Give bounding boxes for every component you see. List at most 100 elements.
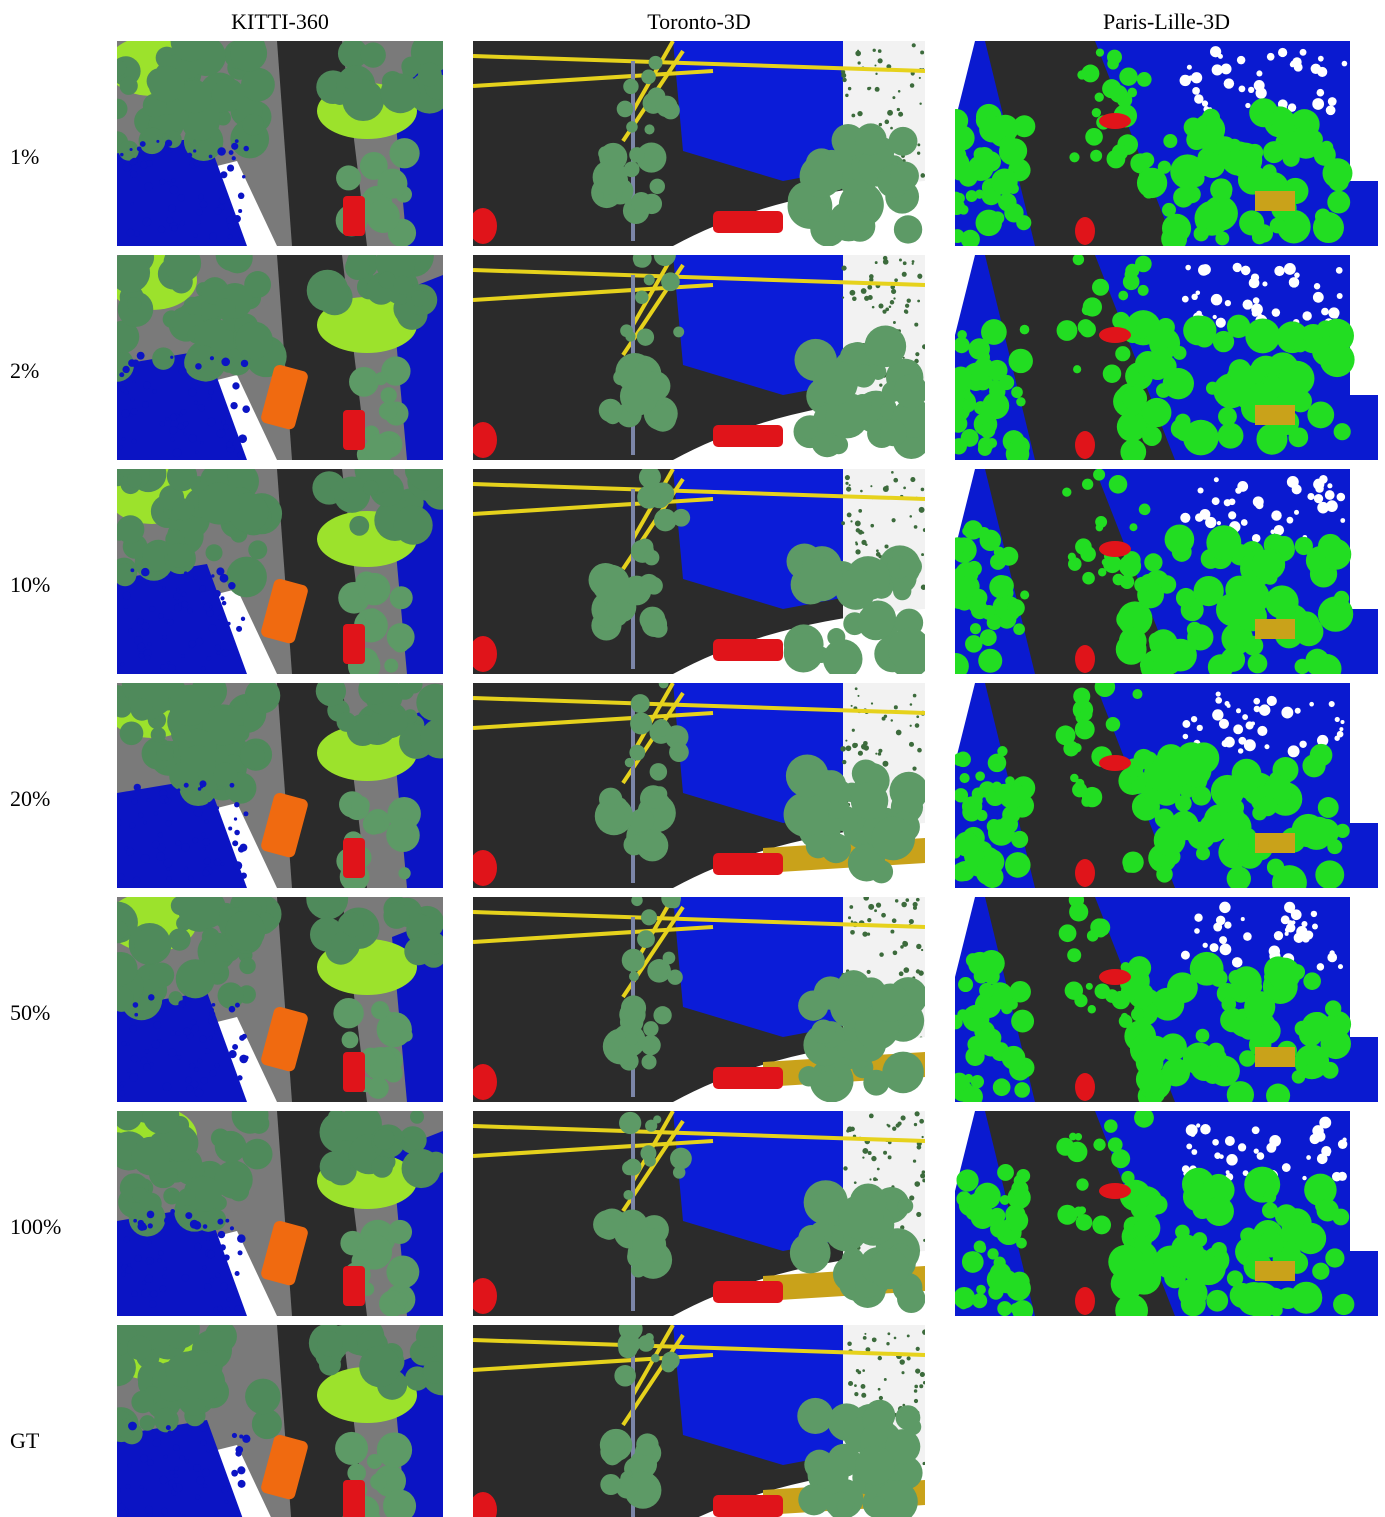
point — [146, 160, 153, 167]
point — [1013, 623, 1025, 635]
point — [916, 715, 919, 718]
point — [987, 438, 997, 448]
point — [416, 1325, 439, 1348]
point — [1162, 203, 1176, 217]
point — [394, 506, 433, 545]
point — [1219, 811, 1252, 844]
point — [173, 498, 195, 520]
point — [845, 475, 850, 480]
point — [121, 409, 129, 417]
column-header: KITTI-360 — [231, 9, 329, 34]
point — [131, 698, 154, 721]
point — [797, 1398, 833, 1434]
point — [386, 1256, 419, 1289]
point — [650, 179, 665, 194]
point — [140, 1485, 144, 1489]
point — [171, 438, 175, 442]
point — [878, 303, 883, 308]
point — [862, 1369, 865, 1372]
point — [232, 1433, 237, 1438]
point — [1156, 383, 1171, 398]
point — [1258, 797, 1278, 817]
point — [1342, 1137, 1346, 1141]
point — [228, 234, 233, 239]
point — [1211, 294, 1222, 305]
point — [869, 1114, 874, 1119]
point — [618, 1339, 637, 1358]
point — [1192, 87, 1200, 95]
point — [1268, 958, 1301, 991]
point — [213, 590, 220, 597]
point — [1243, 932, 1252, 941]
point — [861, 1384, 866, 1389]
point — [919, 1384, 923, 1388]
point — [240, 743, 265, 768]
point — [166, 876, 171, 881]
point — [143, 821, 147, 825]
point — [648, 87, 666, 105]
point — [165, 140, 172, 147]
point — [1203, 943, 1208, 948]
point — [1000, 136, 1018, 154]
point — [1313, 479, 1324, 490]
point — [221, 358, 230, 367]
car — [343, 838, 365, 878]
point — [153, 1438, 162, 1447]
point — [887, 110, 893, 116]
point — [1285, 927, 1291, 933]
point — [1334, 735, 1339, 740]
point — [1092, 918, 1110, 936]
point — [914, 1399, 918, 1403]
point — [1227, 866, 1251, 890]
point — [965, 1047, 984, 1066]
point — [857, 111, 862, 116]
car — [1075, 645, 1095, 673]
point — [844, 211, 875, 242]
point — [187, 608, 193, 614]
point — [1267, 696, 1277, 706]
point — [167, 181, 170, 184]
point — [980, 423, 996, 439]
point — [886, 1342, 889, 1345]
point — [884, 1378, 887, 1381]
point — [1210, 178, 1232, 200]
point — [1211, 1242, 1227, 1258]
point — [1317, 320, 1334, 337]
point — [174, 1467, 178, 1471]
point — [1011, 1010, 1034, 1033]
point — [197, 220, 201, 224]
point — [204, 819, 208, 823]
point — [124, 1236, 130, 1242]
point — [1103, 364, 1121, 382]
point — [843, 1166, 847, 1170]
point — [1302, 311, 1311, 320]
point — [206, 1237, 210, 1241]
row-label: 20% — [10, 786, 50, 811]
point — [158, 832, 163, 837]
white-area — [1350, 1111, 1378, 1251]
point — [1132, 689, 1142, 699]
point — [1215, 697, 1222, 704]
point — [147, 642, 151, 646]
point — [1187, 622, 1202, 637]
point — [331, 932, 350, 951]
point — [147, 1240, 151, 1244]
point — [871, 984, 909, 1022]
point — [1238, 165, 1267, 194]
point — [193, 1221, 201, 1229]
point — [147, 1459, 154, 1466]
point — [129, 1025, 136, 1032]
point — [170, 414, 177, 421]
panel-content — [469, 466, 931, 679]
point — [956, 1191, 971, 1206]
point — [140, 1455, 148, 1463]
point — [215, 645, 221, 651]
point — [910, 703, 913, 706]
point — [1186, 1124, 1198, 1136]
point — [638, 1335, 655, 1352]
point — [143, 381, 151, 389]
point — [634, 257, 644, 267]
point — [851, 114, 855, 118]
point — [857, 695, 859, 697]
point — [1238, 737, 1246, 745]
